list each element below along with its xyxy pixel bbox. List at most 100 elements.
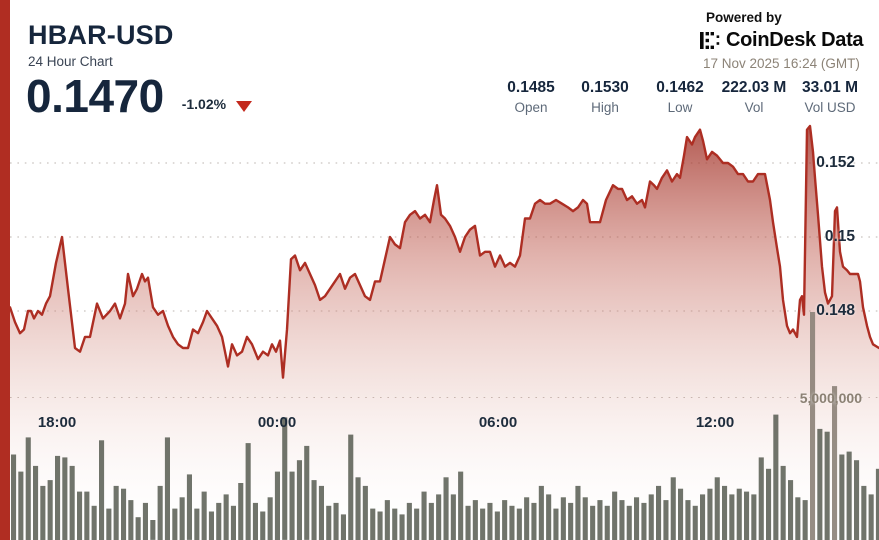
volume-bar xyxy=(289,471,295,540)
volume-bar xyxy=(707,488,713,540)
volume-bar xyxy=(575,485,581,540)
volume-bar xyxy=(538,485,544,540)
powered-by-label: Powered by xyxy=(706,10,782,25)
volume-bar xyxy=(62,457,68,540)
coindesk-logo-text: CoinDesk Data xyxy=(726,29,864,51)
volume-bar xyxy=(428,502,434,540)
stat-high: 0.1530 High xyxy=(581,79,628,115)
volume-bar xyxy=(230,505,236,540)
volume-bar xyxy=(832,386,838,540)
volume-bar xyxy=(179,497,185,540)
volume-bar xyxy=(333,502,339,540)
stat-vol-usd-value: 33.01 M xyxy=(801,79,859,96)
volume-bar xyxy=(810,312,816,540)
volume-bar xyxy=(502,500,508,540)
current-price: 0.1470 xyxy=(26,70,164,122)
volume-bar xyxy=(128,500,134,540)
coindesk-logo-icon xyxy=(700,32,720,49)
volume-bar xyxy=(11,454,17,540)
volume-bar xyxy=(443,477,449,540)
volume-bar xyxy=(267,497,273,540)
volume-bar xyxy=(18,471,24,540)
volume-bar xyxy=(524,497,530,540)
stat-vol-value: 222.03 M xyxy=(721,79,787,96)
volume-bar xyxy=(362,485,368,540)
volume-bar xyxy=(465,505,471,540)
volume-bar xyxy=(106,508,112,540)
volume-bar xyxy=(839,454,845,540)
volume-bar xyxy=(157,485,163,540)
volume-bar xyxy=(113,485,119,540)
volume-bar xyxy=(509,505,515,540)
chart-header: HBAR-USD 24 Hour Chart 0.1470 -1.02% xyxy=(26,20,253,122)
volume-bar xyxy=(714,477,720,540)
volume-bar xyxy=(238,483,244,540)
volume-bar xyxy=(854,460,860,540)
volume-bar xyxy=(824,431,830,540)
volume-bar xyxy=(634,497,640,540)
coindesk-logo-link[interactable]: CoinDesk Data xyxy=(700,29,864,52)
stat-low-value: 0.1462 xyxy=(656,79,704,96)
volume-bar xyxy=(692,505,698,540)
volume-bar xyxy=(392,508,398,540)
volume-bar xyxy=(494,511,500,540)
volume-bar xyxy=(370,508,376,540)
volume-bar xyxy=(817,428,823,540)
volume-bar xyxy=(377,511,383,540)
volume-bar xyxy=(201,491,207,540)
volume-bar xyxy=(326,505,332,540)
stat-open-label: Open xyxy=(514,100,548,115)
volume-bar xyxy=(245,443,251,540)
price-row: 0.1470 -1.02% xyxy=(26,70,253,122)
chart-timestamp: 17 Nov 2025 16:24 (GMT) xyxy=(703,56,860,71)
volume-bar xyxy=(641,502,647,540)
volume-bar xyxy=(55,455,61,540)
volume-bar xyxy=(604,505,610,540)
volume-bar xyxy=(487,502,493,540)
price-change-percent: -1.02% xyxy=(181,96,227,112)
ohlc-stats-row: 0.1485 Open 0.1530 High 0.1462 Low 222.0… xyxy=(0,79,879,119)
volume-bar xyxy=(84,491,90,540)
volume-bar xyxy=(875,468,879,540)
volume-bar xyxy=(670,477,676,540)
volume-bar xyxy=(736,488,742,540)
stat-open-value: 0.1485 xyxy=(507,79,555,96)
stat-vol-usd-label: Vol USD xyxy=(804,100,856,115)
volume-bar xyxy=(252,502,258,540)
volume-bar xyxy=(25,437,31,540)
volume-bar xyxy=(340,514,346,540)
price-line xyxy=(8,124,879,379)
volume-bar xyxy=(142,502,148,540)
volume-bar xyxy=(186,474,192,540)
volume-bar xyxy=(582,497,588,540)
volume-bar xyxy=(531,502,537,540)
volume-bar xyxy=(568,502,574,540)
volume-bar xyxy=(773,414,779,540)
volume-bar xyxy=(164,437,170,540)
volume-bar xyxy=(678,488,684,540)
volume-bar xyxy=(619,500,625,540)
volume-bar xyxy=(47,480,53,540)
volume-bar xyxy=(436,494,442,540)
left-red-accent-bar xyxy=(0,0,10,540)
volume-bar xyxy=(846,451,852,540)
volume-bar xyxy=(590,505,596,540)
volume-bar xyxy=(458,471,464,540)
stat-high-value: 0.1530 xyxy=(581,79,629,96)
volume-bar xyxy=(612,491,618,540)
stat-open: 0.1485 Open xyxy=(507,79,554,115)
price-down-triangle-icon xyxy=(236,101,253,112)
volume-bar xyxy=(399,514,405,540)
volume-bar xyxy=(311,480,317,540)
stat-vol-usd: 33.01 M Vol USD xyxy=(802,79,858,115)
volume-bar xyxy=(208,511,214,540)
chart-period-label: 24 Hour Chart xyxy=(28,54,113,69)
volume-bar xyxy=(472,500,478,540)
volume-bar xyxy=(788,480,794,540)
stat-vol: 222.03 M Vol xyxy=(722,79,787,115)
instrument-symbol: HBAR-USD xyxy=(28,20,174,50)
volume-bar xyxy=(656,485,662,540)
volume-bar xyxy=(260,511,266,540)
